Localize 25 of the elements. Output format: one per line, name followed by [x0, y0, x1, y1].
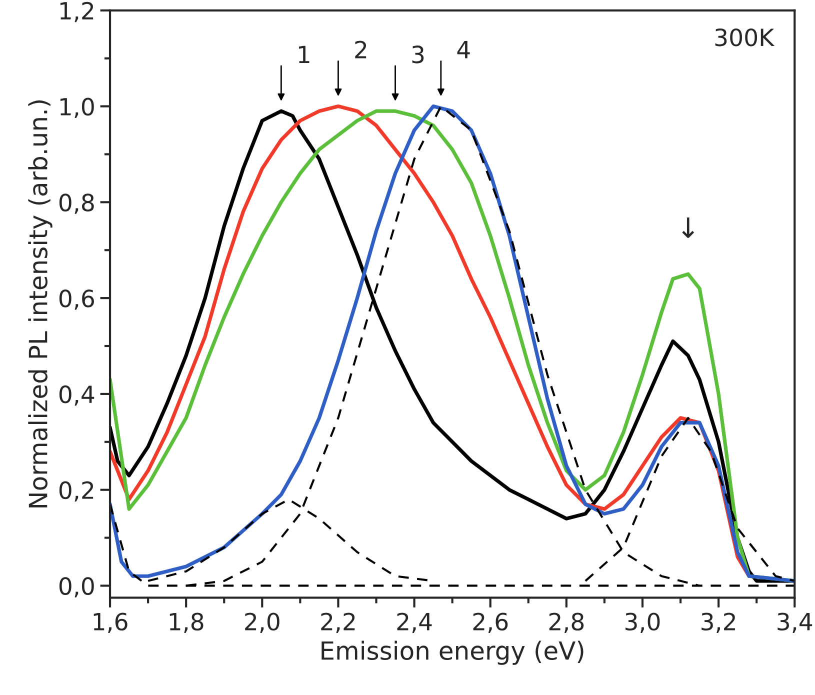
x-tick-label: 3,2 [702, 612, 735, 633]
y-tick-label: 0,0 [59, 577, 94, 598]
y-tick-label: 1,2 [60, 2, 94, 22]
y-tick-label: 1,0 [60, 98, 94, 118]
y-axis-title: Normalized PL intensity (arb.un.) [28, 100, 52, 508]
x-tick-label: 2,4 [397, 612, 432, 633]
x-tick-label: 3,4 [778, 612, 812, 633]
y-tick-label: 0,6 [59, 290, 94, 310]
x-tick-label: 2,6 [473, 612, 508, 633]
annotation: 3 [412, 46, 424, 64]
annotation: 4 [457, 41, 470, 58]
x-tick-label: 2,2 [321, 612, 355, 633]
annotation: ↓ [682, 218, 694, 238]
x-axis-title: Emission energy (eV) [322, 640, 584, 665]
annotation: 300K [715, 28, 775, 46]
annotation: 2 [355, 40, 366, 58]
x-tick-label: 2,0 [245, 612, 280, 633]
x-tick-label: 3,0 [626, 612, 660, 633]
y-tick-label: 0,4 [59, 385, 94, 406]
annotation: 1 [298, 46, 310, 64]
x-tick-label: 1,6 [94, 612, 128, 633]
y-tick-label: 0,8 [59, 194, 94, 214]
y-tick-label: 0,2 [59, 481, 94, 502]
x-tick-label: 1,8 [170, 612, 204, 633]
x-tick-label: 2,8 [549, 612, 584, 633]
